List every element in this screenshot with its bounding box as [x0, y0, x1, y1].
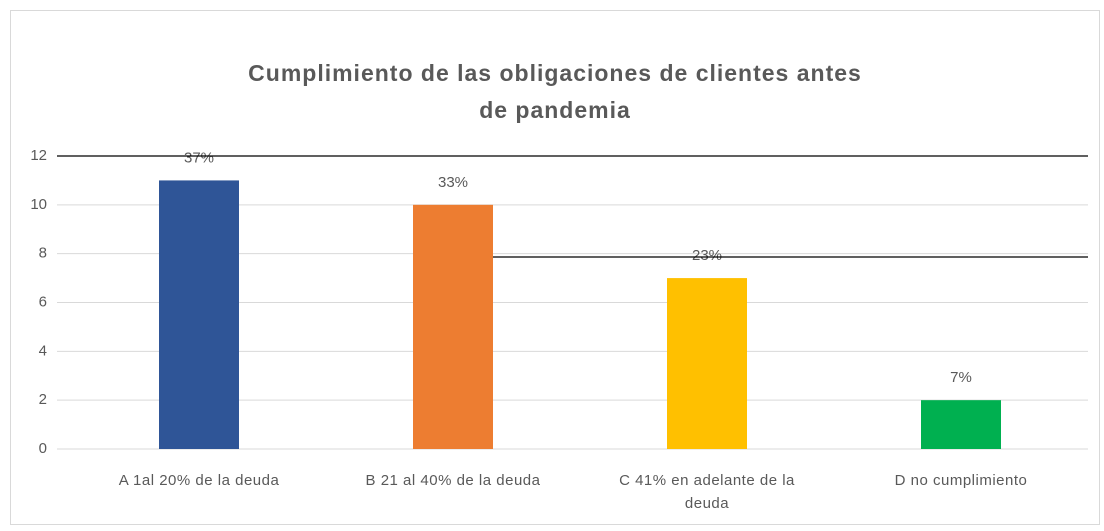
x-tick-label: D no cumplimiento [895, 472, 1028, 489]
y-tick-label: 12 [30, 147, 47, 164]
y-tick-label: 10 [30, 196, 47, 213]
bar [667, 278, 747, 449]
x-tick-label: A 1al 20% de la deuda [119, 472, 280, 489]
plot-area: 0 2 4 6 8 10 12 A 1al 20% de la deuda 37% B 21 al… [30, 147, 1088, 512]
x-tick-label: C 41% en adelante de la deuda [619, 472, 795, 512]
y-tick-label: 2 [39, 391, 47, 408]
value-label: 33% [438, 174, 468, 191]
value-label: 37% [184, 149, 214, 166]
bar [921, 400, 1001, 449]
bar [159, 180, 239, 449]
bar [413, 204, 493, 449]
chart-title: Cumplimiento de las obligaciones de clie… [248, 60, 862, 123]
y-tick-label: 4 [39, 342, 47, 359]
value-label: 23% [692, 247, 722, 264]
y-tick-label: 8 [39, 245, 47, 262]
x-tick-label: B 21 al 40% de la deuda [366, 472, 541, 489]
y-tick-label: 6 [39, 293, 47, 310]
y-tick-label: 0 [39, 440, 47, 457]
value-label: 7% [950, 369, 972, 386]
